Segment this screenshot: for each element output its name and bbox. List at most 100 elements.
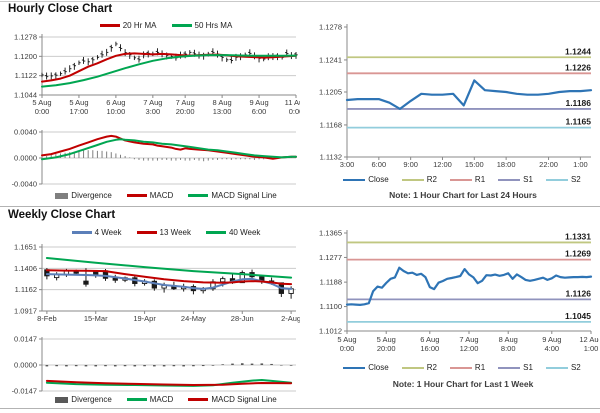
legend-label: S1 xyxy=(523,175,533,184)
red-line-swatch-icon xyxy=(126,194,147,197)
svg-text:-0.0147: -0.0147 xyxy=(12,387,37,396)
svg-text:1.1162: 1.1162 xyxy=(15,285,37,294)
legend-label: Divergence xyxy=(71,395,112,404)
svg-text:0:00: 0:00 xyxy=(35,107,50,116)
svg-text:15:00: 15:00 xyxy=(465,160,484,169)
svg-text:5 Aug: 5 Aug xyxy=(377,335,396,344)
svg-text:1.1406: 1.1406 xyxy=(14,264,37,273)
legend-item-s1: S1 xyxy=(498,363,533,372)
svg-text:1.1122: 1.1122 xyxy=(15,71,37,80)
svg-text:1.1045: 1.1045 xyxy=(565,311,591,321)
svg-text:9 Aug: 9 Aug xyxy=(542,335,561,344)
hourly-macd-plot: -0.0040 0.0000 0.0040 xyxy=(12,128,297,189)
pink-line-swatch-icon xyxy=(449,178,472,181)
weekly-macd-plot: -0.0147 0.0000 0.0147 xyxy=(12,335,296,396)
legend-item-13week: 13 Week xyxy=(136,228,191,237)
legend-label: S1 xyxy=(523,363,533,372)
divergence-bar-swatch-icon xyxy=(55,396,69,403)
legend-item-s1: S1 xyxy=(498,175,533,184)
svg-text:18:00: 18:00 xyxy=(497,160,516,169)
purple-line-swatch-icon xyxy=(498,366,521,369)
svg-text:7 Aug: 7 Aug xyxy=(176,98,195,107)
svg-text:3:00: 3:00 xyxy=(340,160,355,169)
svg-text:24-May: 24-May xyxy=(181,314,206,323)
legend-item-close: Close xyxy=(343,175,389,184)
legend-label: S2 xyxy=(570,175,581,184)
blue-line-swatch-icon xyxy=(343,178,366,181)
hourly-pivot-note: Note: 1 Hour Chart for Last 24 Hours xyxy=(389,190,537,200)
legend-label: MACD Signal Line xyxy=(211,395,277,404)
svg-text:1.1278: 1.1278 xyxy=(319,23,342,32)
svg-text:-0.0040: -0.0040 xyxy=(12,180,37,189)
green-line-swatch-icon xyxy=(171,24,192,27)
svg-text:13:00: 13:00 xyxy=(213,107,232,116)
svg-text:1.1126: 1.1126 xyxy=(565,288,591,298)
weekly-macd-legend: Divergence MACD MACD Signal Line xyxy=(36,395,296,404)
svg-text:1.1186: 1.1186 xyxy=(565,98,591,108)
svg-text:1.1278: 1.1278 xyxy=(14,33,37,42)
svg-text:3:00: 3:00 xyxy=(146,107,161,116)
svg-text:8-Feb: 8-Feb xyxy=(37,314,57,323)
legend-item-r1: R1 xyxy=(449,363,485,372)
legend-item-s2: S2 xyxy=(545,363,581,372)
svg-text:20:00: 20:00 xyxy=(377,344,396,353)
legend-label: Close xyxy=(368,363,389,372)
svg-text:5 Aug: 5 Aug xyxy=(32,98,51,107)
svg-text:7 Aug: 7 Aug xyxy=(143,98,162,107)
svg-text:1.1205: 1.1205 xyxy=(319,88,342,97)
hourly-close-panel: Hourly Close Chart 20 Hr MA 50 Hrs MA 1.… xyxy=(6,3,300,206)
svg-text:6:00: 6:00 xyxy=(372,160,387,169)
svg-text:1.1226: 1.1226 xyxy=(565,62,591,72)
cyan-line-swatch-icon xyxy=(545,366,568,369)
red-line-swatch-icon xyxy=(99,24,120,27)
svg-text:1.1165: 1.1165 xyxy=(565,117,591,127)
blue-line-swatch-icon xyxy=(343,366,366,369)
svg-text:10:00: 10:00 xyxy=(107,107,126,116)
weekly-close-panel: Weekly Close Chart 4 Week 13 Week 40 Wee… xyxy=(6,209,300,408)
svg-text:1.1044: 1.1044 xyxy=(14,91,37,100)
weekly-ma-legend: 4 Week 13 Week 40 Week xyxy=(36,228,296,237)
svg-text:22:00: 22:00 xyxy=(539,160,558,169)
svg-text:2-Aug: 2-Aug xyxy=(281,314,300,323)
red-line-swatch-icon xyxy=(136,231,157,234)
hourly-ma-legend: 20 Hr MA 50 Hrs MA xyxy=(36,21,296,30)
legend-label: Divergence xyxy=(71,191,112,200)
svg-text:0.0147: 0.0147 xyxy=(14,335,37,344)
svg-text:20:00: 20:00 xyxy=(176,107,195,116)
svg-text:15-Mar: 15-Mar xyxy=(84,314,108,323)
legend-item-divergence: Divergence xyxy=(55,395,112,404)
svg-text:8 Aug: 8 Aug xyxy=(213,98,232,107)
olive-line-swatch-icon xyxy=(401,366,424,369)
svg-text:1.1200: 1.1200 xyxy=(14,52,37,61)
hourly-pivot-plot: 1.1132 1.1168 1.1205 1.1241 1.1278 3:00 6:00 9:… xyxy=(319,23,593,169)
svg-text:16:00: 16:00 xyxy=(420,344,439,353)
blue-line-swatch-icon xyxy=(71,231,92,234)
svg-text:1:00: 1:00 xyxy=(573,160,588,169)
red-line-swatch-icon xyxy=(188,398,209,401)
legend-item-4week: 4 Week xyxy=(71,228,122,237)
pink-line-swatch-icon xyxy=(449,366,472,369)
weekly-pivot-legend: Close R2 R1 S1 S2 xyxy=(329,363,595,372)
svg-text:1.1168: 1.1168 xyxy=(320,120,342,129)
legend-item-20hr-ma: 20 Hr MA xyxy=(99,21,157,30)
svg-text:0.0040: 0.0040 xyxy=(14,128,37,137)
legend-label: 50 Hrs MA xyxy=(194,21,233,30)
svg-text:12:00: 12:00 xyxy=(433,160,452,169)
legend-item-r2: R2 xyxy=(401,175,437,184)
svg-text:1.1132: 1.1132 xyxy=(320,153,342,162)
svg-text:1.1100: 1.1100 xyxy=(320,302,342,311)
svg-text:1.1331: 1.1331 xyxy=(565,231,591,241)
weekly-price-plot: 1.0917 1.1162 1.1406 1.1651 8-Feb 15-Mar 19-Ap… xyxy=(14,243,300,324)
svg-text:6 Aug: 6 Aug xyxy=(420,335,439,344)
legend-item-r1: R1 xyxy=(449,175,485,184)
svg-text:19-Apr: 19-Apr xyxy=(133,314,156,323)
legend-item-divergence: Divergence xyxy=(55,191,112,200)
svg-text:8:00: 8:00 xyxy=(501,344,516,353)
svg-text:0:00: 0:00 xyxy=(340,344,355,353)
legend-label: R2 xyxy=(426,175,437,184)
top-divider xyxy=(0,1,600,2)
legend-item-close: Close xyxy=(343,363,389,372)
svg-text:9 Aug: 9 Aug xyxy=(249,98,268,107)
